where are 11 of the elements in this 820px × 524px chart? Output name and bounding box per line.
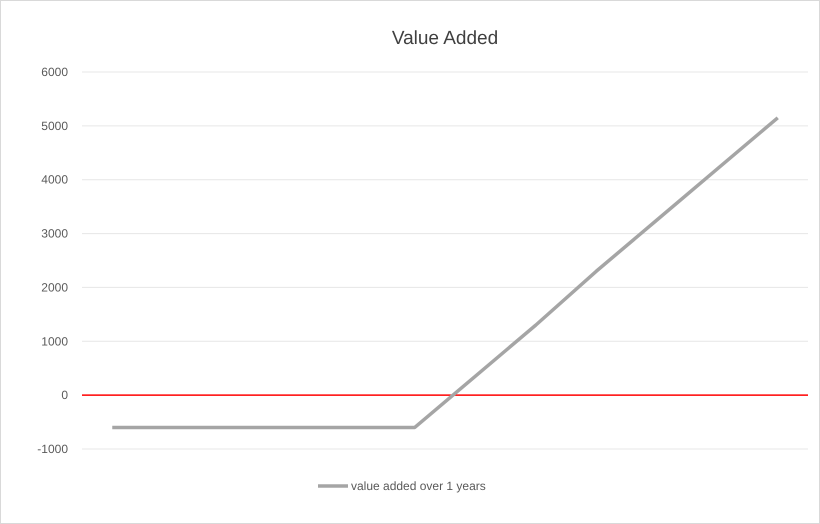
y-tick-label: 6000 — [41, 65, 68, 79]
y-tick-label: -1000 — [37, 442, 68, 456]
y-tick-label: 4000 — [41, 172, 68, 187]
y-tick-label: 3000 — [41, 226, 68, 241]
y-tick-label: 1000 — [41, 334, 68, 348]
y-tick-label: 2000 — [41, 280, 68, 294]
y-tick-label: 5000 — [41, 118, 68, 133]
chart-title: Value Added — [392, 28, 498, 49]
line-series — [110, 116, 780, 430]
y-tick-label: 0 — [61, 388, 68, 402]
legend-label: value added over 1 years — [351, 479, 486, 493]
